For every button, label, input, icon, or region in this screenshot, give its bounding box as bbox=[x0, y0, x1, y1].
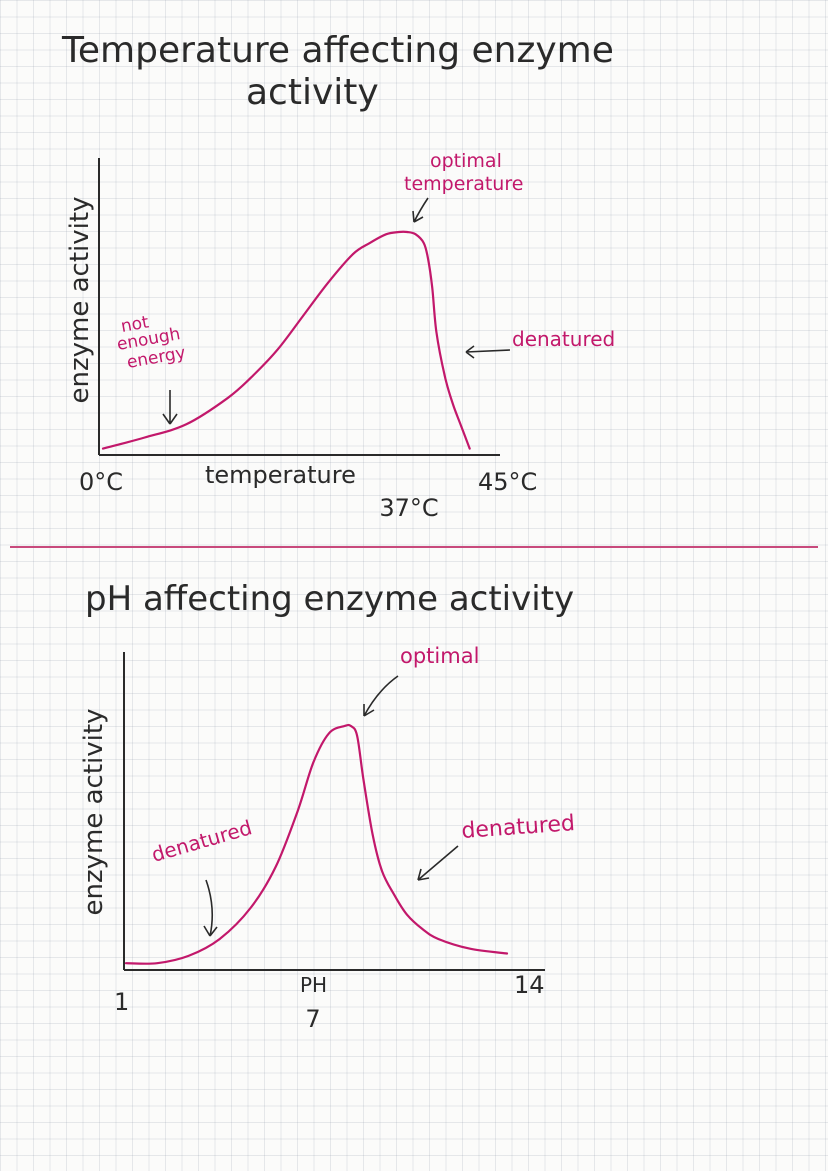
chart2-denatured-left-arrow bbox=[203, 879, 218, 937]
chart1-point-10 bbox=[385, 233, 388, 236]
chart2-title: pH affecting enzyme activity bbox=[85, 579, 574, 619]
chart1-point-16 bbox=[431, 286, 433, 289]
chart2-point-16 bbox=[406, 913, 408, 916]
chart1-point-7 bbox=[327, 282, 329, 284]
chart2-point-3 bbox=[218, 938, 221, 940]
chart1-optimal-arrow bbox=[412, 197, 429, 223]
chart1-tick-label-0c: 0°C bbox=[79, 468, 123, 496]
chart1-point-21 bbox=[468, 447, 471, 450]
chart1-point-1 bbox=[143, 436, 146, 439]
chart2-point-0 bbox=[125, 962, 127, 964]
chart1-point-18 bbox=[443, 374, 446, 377]
chart2-point-11 bbox=[356, 734, 358, 737]
chart1-title-line2: activity bbox=[246, 72, 379, 113]
chart1-point-3 bbox=[227, 396, 229, 399]
chart1-point-17 bbox=[435, 330, 438, 333]
chart2-point-9 bbox=[343, 725, 346, 727]
chart2-point-13 bbox=[371, 834, 374, 836]
chart2-denatured-left-label: denatured bbox=[149, 815, 255, 867]
chart1-series-line bbox=[101, 230, 471, 450]
chart1-point-20 bbox=[460, 425, 463, 428]
chart1-optimal-label-line2: temperature bbox=[404, 173, 523, 195]
temperature-chart: Temperature affecting enzyme activity en… bbox=[61, 30, 615, 522]
chart1-point-13 bbox=[414, 233, 417, 236]
chart2-optimal-label: optimal bbox=[400, 644, 479, 668]
chart1-point-14 bbox=[423, 242, 425, 244]
chart2-point-5 bbox=[275, 865, 277, 868]
chart2-point-12 bbox=[362, 778, 365, 781]
chart1-tick-label-45c: 45°C bbox=[478, 468, 537, 496]
chart2-point-15 bbox=[393, 894, 396, 897]
chart1-denatured-arrow bbox=[465, 345, 511, 359]
chart2-tick-label-7: 7 bbox=[305, 1005, 320, 1033]
chart2-point-6 bbox=[296, 809, 299, 812]
chart2-point-17 bbox=[421, 928, 424, 931]
chart1-point-4 bbox=[252, 374, 254, 377]
chart2-x-axis-label: PH bbox=[300, 973, 327, 997]
ph-chart: pH affecting enzyme activity enzyme acti… bbox=[79, 579, 576, 1033]
chart1-x-axis-label: temperature bbox=[205, 461, 356, 489]
chart1-low-label-line1: not bbox=[119, 312, 150, 337]
chart2-point-14 bbox=[381, 870, 383, 872]
chart1-low-arrow bbox=[162, 390, 178, 425]
chart1-point-19 bbox=[452, 403, 454, 406]
chart1-y-axis-label: enzyme activity bbox=[65, 197, 95, 404]
chart2-point-10 bbox=[350, 725, 352, 727]
chart1-point-12 bbox=[406, 231, 408, 233]
chart1-tick-label-37c: 37°C bbox=[379, 494, 438, 522]
chart1-point-11 bbox=[398, 231, 400, 233]
chart2-point-20 bbox=[506, 952, 508, 955]
chart2-point-7 bbox=[312, 761, 315, 764]
chart2-denatured-right-label: denatured bbox=[461, 811, 576, 844]
chart1-point-6 bbox=[302, 315, 304, 317]
chart2-point-19 bbox=[468, 947, 471, 950]
chart2-point-4 bbox=[250, 906, 252, 909]
chart1-point-15 bbox=[427, 257, 429, 260]
chart1-point-2 bbox=[185, 423, 188, 426]
chart2-point-1 bbox=[156, 962, 159, 964]
chart2-tick-label-14: 14 bbox=[514, 971, 545, 999]
chart2-denatured-right-arrow bbox=[417, 845, 459, 881]
chart1-title-line1: Temperature affecting enzyme bbox=[61, 30, 614, 71]
chart2-point-8 bbox=[328, 732, 330, 735]
chart1-optimal-label-line1: optimal bbox=[430, 150, 502, 172]
chart1-point-8 bbox=[352, 253, 354, 255]
chart2-y-axis-label: enzyme activity bbox=[79, 709, 109, 916]
chart1-denatured-label: denatured bbox=[512, 327, 615, 351]
chart2-point-2 bbox=[187, 955, 190, 957]
chart2-optimal-arrow bbox=[363, 675, 399, 717]
chart2-point-18 bbox=[437, 938, 440, 940]
chart1-point-0 bbox=[102, 447, 104, 450]
chart1-point-5 bbox=[277, 348, 279, 350]
chart1-point-9 bbox=[368, 242, 371, 244]
chart2-tick-label-1: 1 bbox=[114, 988, 129, 1016]
